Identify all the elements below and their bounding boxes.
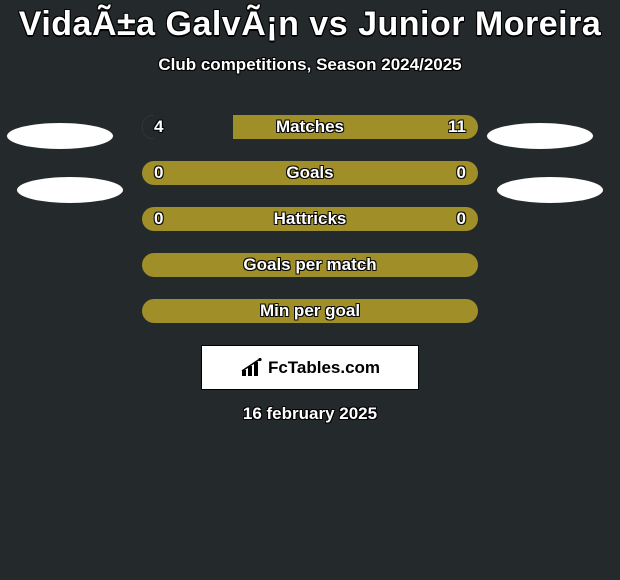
stat-bar-track: Matches4 11 bbox=[142, 115, 478, 139]
stat-left-value: 0 bbox=[154, 207, 163, 231]
stat-bar-track: Min per goal bbox=[142, 299, 478, 323]
decorative-ellipse bbox=[497, 177, 603, 203]
stat-left-value: 4 bbox=[154, 115, 163, 139]
stat-row: Goals per match bbox=[0, 253, 620, 277]
stat-right-value: 0 bbox=[457, 161, 466, 185]
stat-label: Goals per match bbox=[142, 253, 478, 277]
page-root: VidaÃ±a GalvÃ¡n vs Junior Moreira Club c… bbox=[0, 0, 620, 580]
decorative-ellipse bbox=[7, 123, 113, 149]
brand-box: FcTables.com bbox=[201, 345, 419, 390]
stat-label: Hattricks bbox=[142, 207, 478, 231]
stat-bar-track: Hattricks0 0 bbox=[142, 207, 478, 231]
stat-label: Goals bbox=[142, 161, 478, 185]
brand-text: FcTables.com bbox=[268, 358, 380, 378]
chart-icon bbox=[240, 358, 264, 378]
brand-label: FcTables.com bbox=[240, 358, 380, 378]
stat-right-value: 0 bbox=[457, 207, 466, 231]
decorative-ellipse bbox=[487, 123, 593, 149]
stat-left-value: 0 bbox=[154, 161, 163, 185]
stat-label: Matches bbox=[142, 115, 478, 139]
decorative-ellipse bbox=[17, 177, 123, 203]
stat-row: Hattricks0 0 bbox=[0, 207, 620, 231]
stat-label: Min per goal bbox=[142, 299, 478, 323]
footer-date: 16 february 2025 bbox=[0, 404, 620, 424]
stat-row: Min per goal bbox=[0, 299, 620, 323]
stat-bar-track: Goals per match bbox=[142, 253, 478, 277]
page-title: VidaÃ±a GalvÃ¡n vs Junior Moreira bbox=[0, 0, 620, 43]
page-subtitle: Club competitions, Season 2024/2025 bbox=[0, 55, 620, 75]
stat-right-value: 11 bbox=[448, 115, 466, 139]
stat-bar-track: Goals0 0 bbox=[142, 161, 478, 185]
